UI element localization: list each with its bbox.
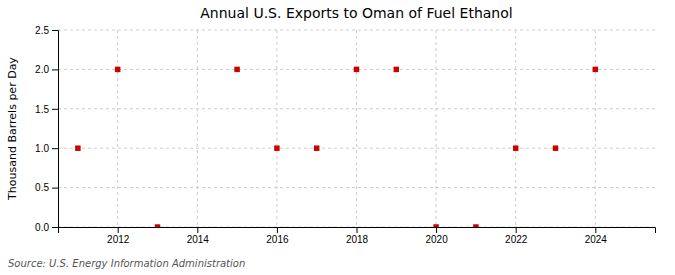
y-tick: 0.5 — [35, 182, 58, 193]
x-tick: 2014 — [187, 227, 210, 245]
x-grid-line — [117, 30, 118, 227]
x-tick-label: 2014 — [187, 234, 210, 245]
point — [314, 145, 319, 150]
point — [274, 145, 279, 150]
x-tick-label: 2020 — [425, 234, 448, 245]
x-grid-line — [595, 30, 596, 227]
y-tick-mark — [52, 148, 58, 149]
point — [75, 145, 80, 150]
x-grid-line — [436, 30, 437, 227]
x-tick-mark — [197, 227, 198, 233]
x-tick: 2022 — [505, 227, 528, 245]
x-tick-label: 2012 — [107, 234, 130, 245]
y-grid-line — [58, 148, 655, 149]
x-tick-label: 2016 — [266, 234, 289, 245]
y-tick: 2.5 — [35, 25, 58, 36]
y-axis-line — [52, 31, 59, 228]
x-tick-label: 2024 — [585, 234, 608, 245]
grid — [58, 30, 655, 227]
x-tick: 2024 — [585, 227, 608, 245]
x-grid-line — [276, 30, 277, 227]
point — [155, 224, 160, 227]
y-tick-mark — [52, 227, 58, 228]
x-tick: 2016 — [266, 227, 289, 245]
y-tick-mark — [52, 109, 58, 110]
annotation: Source: U.S. Energy Information Administ… — [8, 258, 245, 269]
x-axis: 2012 2014 2016 2018 2020 2022 2024 — [59, 227, 656, 245]
x-grid-line — [356, 30, 357, 227]
point — [553, 145, 558, 150]
y-tick-label: 1.0 — [35, 143, 49, 154]
x-tick: 2018 — [346, 227, 369, 245]
y-axis-title: Thousand Barrels per Day — [6, 57, 19, 201]
chart: 2012 2014 2016 2018 2020 2022 2024 0.0 0.5 1.0 1.5… — [0, 0, 675, 275]
point — [394, 67, 399, 72]
y-tick-label: 2.5 — [35, 25, 49, 36]
y-tick-label: 1.5 — [35, 104, 49, 115]
point — [593, 67, 598, 72]
point — [354, 67, 359, 72]
plot-area: 2012 2014 2016 2018 2020 2022 2024 0.0 0.5 1.0 1.5… — [35, 25, 655, 245]
x-tick-mark — [357, 227, 358, 233]
y-axis: 0.0 0.5 1.0 1.5 2.0 2.5 — [35, 25, 58, 233]
point — [513, 145, 518, 150]
x-tick: 2020 — [425, 227, 448, 245]
x-tick-mark — [277, 227, 278, 233]
title: Annual U.S. Exports to Oman of Fuel Etha… — [200, 5, 512, 21]
points — [75, 67, 598, 227]
x-tick-mark — [118, 227, 119, 233]
x-tick: 2012 — [107, 227, 130, 245]
y-tick-label: 2.0 — [35, 64, 49, 75]
y-tick: 2.0 — [35, 64, 58, 75]
x-tick-mark — [516, 227, 517, 233]
point — [433, 224, 438, 227]
x-tick-label: 2018 — [346, 234, 369, 245]
x-axis-line — [59, 228, 656, 234]
point — [234, 67, 239, 72]
y-tick-label: 0.0 — [35, 222, 49, 233]
y-tick: 1.0 — [35, 143, 58, 154]
x-tick-mark — [436, 227, 437, 233]
y-tick-mark — [52, 188, 58, 189]
point — [473, 224, 478, 227]
y-tick-mark — [52, 69, 58, 70]
y-tick-label: 0.5 — [35, 182, 49, 193]
y-tick-mark — [52, 30, 58, 31]
y-tick: 0.0 — [35, 222, 58, 233]
y-tick: 1.5 — [35, 104, 58, 115]
x-grid-line — [197, 30, 198, 227]
x-tick-label: 2022 — [505, 234, 528, 245]
x-tick-mark — [595, 227, 596, 233]
x-grid-line — [515, 30, 516, 227]
point — [115, 67, 120, 72]
